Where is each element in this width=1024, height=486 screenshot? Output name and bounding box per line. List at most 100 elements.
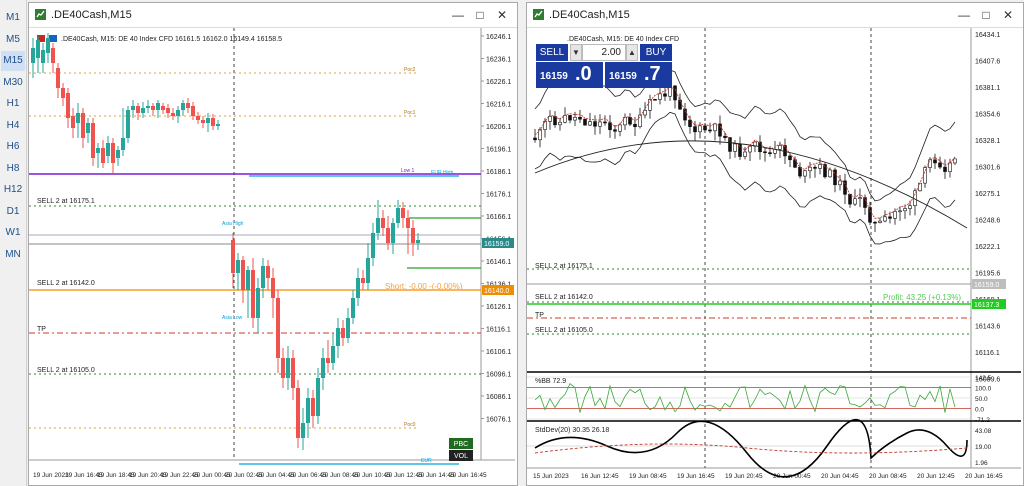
- timeframe-mn[interactable]: MN: [5, 248, 21, 260]
- time-label: 20 Jun 12:45: [917, 473, 955, 480]
- price-label: 16176.1: [486, 192, 511, 199]
- window-title: .DE40Cash,M15: [51, 9, 132, 21]
- vol-badge[interactable]: [449, 450, 473, 461]
- price-label: 16076.1: [486, 417, 511, 424]
- candle-body: [718, 123, 722, 137]
- candle-body: [171, 113, 175, 116]
- candle-body: [326, 358, 330, 363]
- candle-body: [788, 155, 792, 161]
- price-label: 16196.1: [486, 147, 511, 154]
- maximize-icon[interactable]: □: [476, 8, 484, 22]
- candle-body: [673, 85, 677, 101]
- chart-background: [527, 28, 1021, 484]
- candle-body: [351, 298, 355, 318]
- volume-input[interactable]: 2.00: [582, 44, 626, 61]
- timeframe-m5[interactable]: M5: [6, 33, 20, 45]
- time-label: 20 Jun 06:45: [289, 472, 327, 479]
- pbc-badge[interactable]: [449, 438, 473, 449]
- poc1-label: Poc1: [404, 110, 416, 116]
- bid-price-tag-text: 16159.0: [974, 282, 999, 289]
- volume-increase-button[interactable]: ▲: [626, 44, 638, 61]
- candle-body: [948, 162, 952, 172]
- time-label: 20 Jun 08:45: [869, 473, 907, 480]
- price-label: 16275.1: [975, 191, 1000, 198]
- candle-body: [883, 216, 887, 222]
- close-icon[interactable]: ✕: [1002, 8, 1014, 22]
- candle-body: [71, 116, 75, 128]
- timeframe-m1[interactable]: M1: [6, 12, 20, 23]
- maximize-icon[interactable]: □: [982, 8, 990, 22]
- candle-body: [603, 121, 607, 124]
- price-chart-right[interactable]: .DE40Cash, M15: DE 40 Index CFD 16434.1 16…: [527, 28, 1021, 484]
- candle-body: [598, 121, 602, 127]
- price-label: 16143.6: [975, 324, 1000, 331]
- candle-body: [186, 103, 190, 108]
- candle-body: [818, 164, 822, 169]
- price-label: 16381.1: [975, 85, 1000, 92]
- volume-decrease-button[interactable]: ▼: [570, 44, 582, 61]
- candle-body: [216, 124, 220, 126]
- timeframe-h1[interactable]: H1: [6, 98, 20, 109]
- timeframe-m30[interactable]: M30: [3, 76, 23, 88]
- time-label: 19 Jun 16:45: [65, 472, 103, 479]
- buy-price-button[interactable]: 16159 .7: [605, 62, 672, 88]
- price-label: 16146.1: [486, 259, 511, 266]
- candle-body: [206, 118, 210, 123]
- minimize-icon[interactable]: —: [452, 8, 464, 22]
- timeframe-h8[interactable]: H8: [6, 162, 20, 174]
- candle-body: [608, 122, 612, 131]
- price-chart-left[interactable]: .DE40Cash, M15: DE 40 Index CFD 16161.5 …: [29, 28, 515, 484]
- candle-body: [873, 221, 877, 224]
- candle-body: [843, 180, 847, 195]
- candle-body: [151, 106, 155, 110]
- bb-level-label: 0.0: [975, 407, 984, 414]
- candle-body: [858, 197, 862, 200]
- buy-button[interactable]: BUY: [640, 44, 672, 61]
- price-label: 16407.6: [975, 59, 1000, 66]
- candle-body: [593, 121, 597, 127]
- sell-button[interactable]: SELL: [536, 44, 568, 61]
- grid-icon[interactable]: [37, 35, 45, 42]
- chart-icon: [533, 9, 544, 20]
- candle-body: [638, 114, 642, 128]
- sell-order-label-2: SELL 2 at 16142.0: [535, 294, 593, 301]
- candle-body: [533, 137, 537, 141]
- candle-body: [833, 169, 837, 186]
- timeframe-m15[interactable]: M15: [1, 51, 25, 71]
- sell-price-button[interactable]: 16159 .0: [536, 62, 603, 88]
- candle-body: [371, 233, 375, 258]
- candle-body: [583, 118, 587, 126]
- price-label: 16222.1: [975, 244, 1000, 251]
- window-title: .DE40Cash,M15: [549, 9, 630, 21]
- candle-body: [176, 110, 180, 116]
- candle-body: [683, 108, 687, 121]
- timeframe-h4[interactable]: H4: [6, 119, 20, 131]
- buy-price-main: 16159: [609, 71, 637, 82]
- time-label: 20 Jun 16:45: [449, 472, 487, 479]
- asia-low-label: Asia Low: [222, 315, 243, 321]
- sell-price-pips: .0: [575, 63, 592, 85]
- position-price-tag-text: 16137.3: [974, 302, 999, 309]
- timeframe-toolbar: M1 M5 M15 M30 H1 H4 H6 H8 H12 D1 W1 MN: [0, 0, 27, 486]
- timeframe-h12[interactable]: H12: [3, 184, 23, 195]
- price-label: 16126.1: [486, 304, 511, 311]
- timeframe-w1[interactable]: W1: [5, 227, 21, 238]
- time-label: 15 Jun 2023: [533, 473, 569, 480]
- candle-body: [938, 162, 942, 168]
- candle-body: [763, 151, 767, 154]
- candle-body: [628, 116, 632, 125]
- candle-body: [898, 210, 902, 213]
- calc-icon[interactable]: [49, 35, 57, 42]
- eur-high-label: EUR High: [431, 170, 453, 176]
- close-icon[interactable]: ✕: [496, 8, 508, 22]
- candle-body: [316, 378, 320, 416]
- timeframe-h6[interactable]: H6: [6, 141, 20, 152]
- minimize-icon[interactable]: —: [958, 8, 970, 22]
- stddev-level-label: 43.08: [975, 428, 992, 435]
- candle-body: [281, 358, 285, 378]
- candle-body: [391, 223, 395, 243]
- timeframe-d1[interactable]: D1: [6, 205, 20, 217]
- price-label: 16248.6: [975, 218, 1000, 225]
- poc2-label: Poc2: [404, 67, 416, 73]
- candle-body: [578, 116, 582, 120]
